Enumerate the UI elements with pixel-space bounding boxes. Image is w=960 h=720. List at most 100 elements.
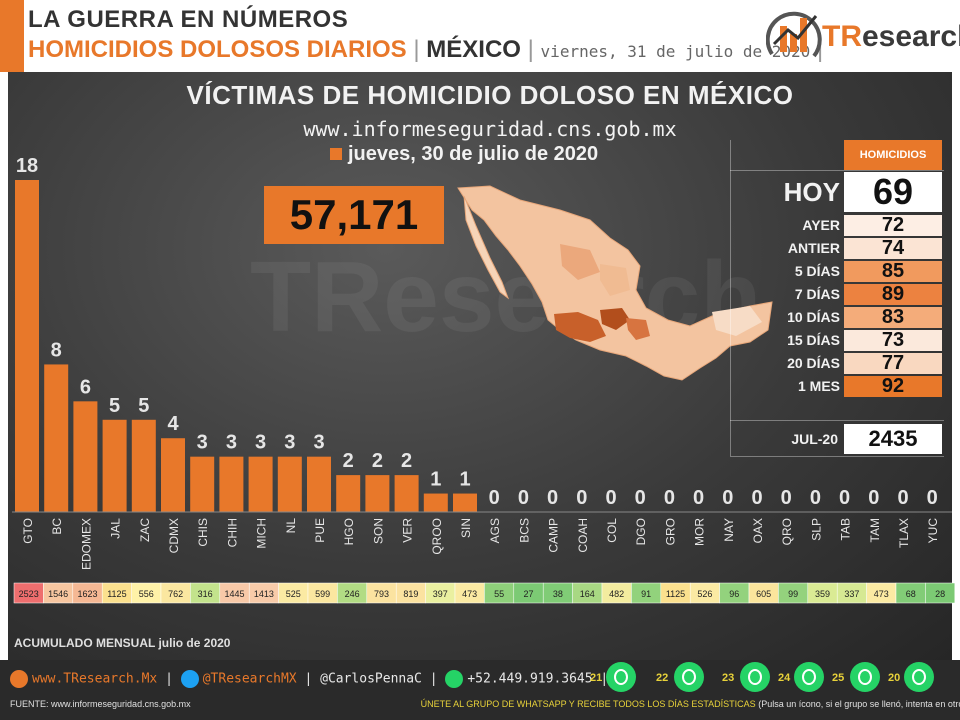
- monthly-value: 99: [788, 589, 798, 599]
- monthly-label: ACUMULADO MENSUAL julio de 2020: [14, 636, 231, 650]
- footer-twitter2[interactable]: @CarlosPennaC: [320, 671, 422, 687]
- monthly-value: 397: [433, 589, 448, 599]
- monthly-value: 38: [553, 589, 563, 599]
- bar: [336, 475, 361, 512]
- logo-mark-icon: [765, 11, 822, 58]
- whatsapp-icon[interactable]: [850, 662, 880, 692]
- logo-tr: TR: [822, 20, 862, 53]
- monthly-value: 164: [580, 589, 595, 599]
- today-value: 69: [844, 172, 942, 212]
- whatsapp-icon[interactable]: [794, 662, 824, 692]
- monthly-value: 525: [286, 589, 301, 599]
- tick-label: COAH: [576, 518, 590, 553]
- data-label: 8: [51, 339, 62, 361]
- monthly-value: 1623: [77, 589, 97, 599]
- bar: [190, 456, 215, 512]
- monthly-value: 556: [139, 589, 154, 599]
- logo-rest: esearch: [862, 20, 960, 53]
- summary-row-value: 72: [844, 215, 942, 236]
- tick-label: BCS: [517, 518, 531, 543]
- data-label: 0: [664, 487, 675, 509]
- data-label: 5: [138, 395, 149, 417]
- whatsapp-group-label: 24: [778, 672, 791, 684]
- data-label: 0: [605, 487, 616, 509]
- summary-row-value: 83: [844, 307, 942, 328]
- footer-phone[interactable]: +52.449.919.3645: [467, 671, 593, 687]
- tick-label: MICH: [255, 518, 269, 549]
- tick-label: YUC: [926, 518, 940, 544]
- summary-row: ANTIER 74: [730, 237, 944, 260]
- summary-grid-line: [730, 420, 944, 421]
- footer-twitter[interactable]: @TResearchMX: [202, 671, 297, 687]
- bar: [248, 456, 273, 512]
- data-label: 0: [547, 487, 558, 509]
- monthly-value: 793: [374, 589, 389, 599]
- header-title: LA GUERRA EN NÚMEROS: [28, 6, 349, 33]
- summary-row-value: 85: [844, 261, 942, 282]
- tick-label: SON: [371, 518, 385, 544]
- monthly-value: 762: [168, 589, 183, 599]
- monthly-value: 316: [198, 589, 213, 599]
- whatsapp-icon[interactable]: [674, 662, 704, 692]
- monthly-value: 1546: [48, 589, 68, 599]
- footer-contacts: www.TResearch.Mx | @TResearchMX | @Carlo…: [10, 670, 608, 688]
- tick-label: NL: [284, 518, 298, 534]
- tick-label: DGO: [634, 518, 648, 545]
- tick-label: VER: [401, 518, 415, 543]
- whatsapp-group-label: 23: [722, 672, 735, 684]
- summary-row-value: 74: [844, 238, 942, 259]
- tick-label: PUE: [313, 518, 327, 543]
- footer-web[interactable]: www.TResearch.Mx: [32, 671, 158, 687]
- whatsapp-icon[interactable]: [606, 662, 636, 692]
- phone-icon: [445, 670, 464, 688]
- header-separator-3: |: [816, 36, 824, 63]
- summary-row: 10 DÍAS 83: [730, 306, 944, 329]
- summary-row-value: 92: [844, 376, 942, 397]
- whatsapp-group-label: 21: [590, 672, 603, 684]
- whatsapp-icon[interactable]: [740, 662, 770, 692]
- tick-label: TLAX: [897, 518, 911, 548]
- tick-label: COL: [605, 518, 619, 543]
- summary-row: AYER 72: [730, 214, 944, 237]
- data-label: 3: [313, 432, 324, 454]
- summary-row-label: AYER: [802, 217, 840, 233]
- monthly-value: 473: [462, 589, 477, 599]
- header-separator: |: [413, 36, 420, 63]
- bar: [307, 456, 331, 512]
- data-label: 0: [897, 487, 908, 509]
- tick-label: QRO: [780, 518, 794, 545]
- bar: [277, 456, 302, 512]
- tick-label: QROO: [430, 518, 444, 555]
- summary-row: 7 DÍAS 89: [730, 283, 944, 306]
- whatsapp-icon[interactable]: [904, 662, 934, 692]
- summary-row-label: 7 DÍAS: [794, 286, 840, 302]
- data-label: 1: [459, 469, 470, 491]
- tick-label: HGO: [342, 518, 356, 545]
- tick-label: GTO: [21, 518, 35, 544]
- tick-label: SIN: [459, 518, 473, 538]
- monthly-value: 482: [609, 589, 624, 599]
- data-label: 18: [16, 155, 38, 177]
- bar: [453, 493, 477, 512]
- data-label: 2: [401, 450, 412, 472]
- summary-row-value: 89: [844, 284, 942, 305]
- monthly-value: 27: [523, 589, 533, 599]
- data-label: 0: [839, 487, 850, 509]
- chart-panel: [8, 72, 952, 660]
- bar: [219, 456, 244, 512]
- twitter-icon: [180, 670, 199, 688]
- monthly-value: 599: [315, 589, 330, 599]
- tick-label: SLP: [809, 518, 823, 541]
- summary-row-value: 77: [844, 353, 942, 374]
- tick-label: OAX: [751, 518, 765, 543]
- month-label: JUL-20: [791, 431, 838, 447]
- footer-separator: |: [165, 671, 173, 687]
- today-label: HOY: [783, 177, 840, 207]
- header: LA GUERRA EN NÚMEROS HOMICIDIOS DOLOSOS …: [0, 0, 960, 72]
- bar: [161, 438, 185, 512]
- bar: [44, 364, 69, 512]
- chart-title: VÍCTIMAS DE HOMICIDIO DOLOSO EN MÉXICO: [186, 80, 794, 110]
- data-label: 0: [927, 487, 938, 509]
- whatsapp-group-label: 22: [656, 672, 669, 684]
